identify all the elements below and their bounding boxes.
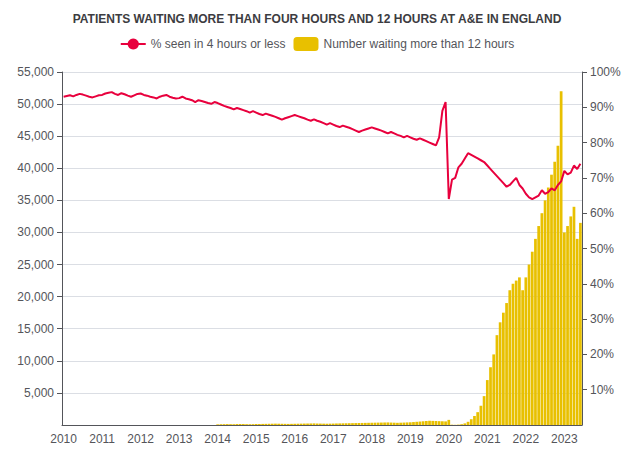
svg-text:2017: 2017: [320, 432, 347, 446]
svg-text:10%: 10%: [590, 383, 614, 397]
svg-text:40%: 40%: [590, 277, 614, 291]
svg-text:2021: 2021: [474, 432, 501, 446]
svg-text:70%: 70%: [590, 171, 614, 185]
svg-text:50,000: 50,000: [17, 97, 54, 111]
svg-text:60%: 60%: [590, 206, 614, 220]
svg-text:2020: 2020: [435, 432, 462, 446]
svg-text:100%: 100%: [590, 65, 621, 79]
svg-text:80%: 80%: [590, 136, 614, 150]
svg-text:2011: 2011: [89, 432, 115, 446]
svg-text:50%: 50%: [590, 242, 614, 256]
svg-text:2010: 2010: [50, 432, 77, 446]
svg-text:2014: 2014: [204, 432, 231, 446]
svg-text:20%: 20%: [590, 347, 614, 361]
svg-text:45,000: 45,000: [17, 129, 54, 143]
svg-text:55,000: 55,000: [17, 65, 54, 79]
svg-text:25,000: 25,000: [17, 258, 54, 272]
svg-text:2022: 2022: [512, 432, 539, 446]
svg-text:5,000: 5,000: [24, 386, 54, 400]
svg-text:35,000: 35,000: [17, 193, 54, 207]
svg-text:2013: 2013: [166, 432, 193, 446]
svg-text:20,000: 20,000: [17, 290, 54, 304]
svg-text:Number waiting more than 12 ho: Number waiting more than 12 hours: [323, 37, 514, 51]
svg-text:15,000: 15,000: [17, 322, 54, 336]
svg-text:10,000: 10,000: [17, 354, 54, 368]
svg-text:30%: 30%: [590, 312, 614, 326]
svg-text:2018: 2018: [358, 432, 385, 446]
svg-text:2019: 2019: [397, 432, 424, 446]
svg-text:90%: 90%: [590, 100, 614, 114]
svg-text:2012: 2012: [127, 432, 154, 446]
svg-text:2015: 2015: [243, 432, 270, 446]
svg-text:2016: 2016: [281, 432, 308, 446]
svg-text:30,000: 30,000: [17, 225, 54, 239]
svg-text:2023: 2023: [551, 432, 578, 446]
svg-text:40,000: 40,000: [17, 161, 54, 175]
svg-text:% seen in 4 hours or less: % seen in 4 hours or less: [151, 37, 286, 51]
svg-text:PATIENTS WAITING MORE THAN FOU: PATIENTS WAITING MORE THAN FOUR HOURS AN…: [73, 12, 562, 26]
